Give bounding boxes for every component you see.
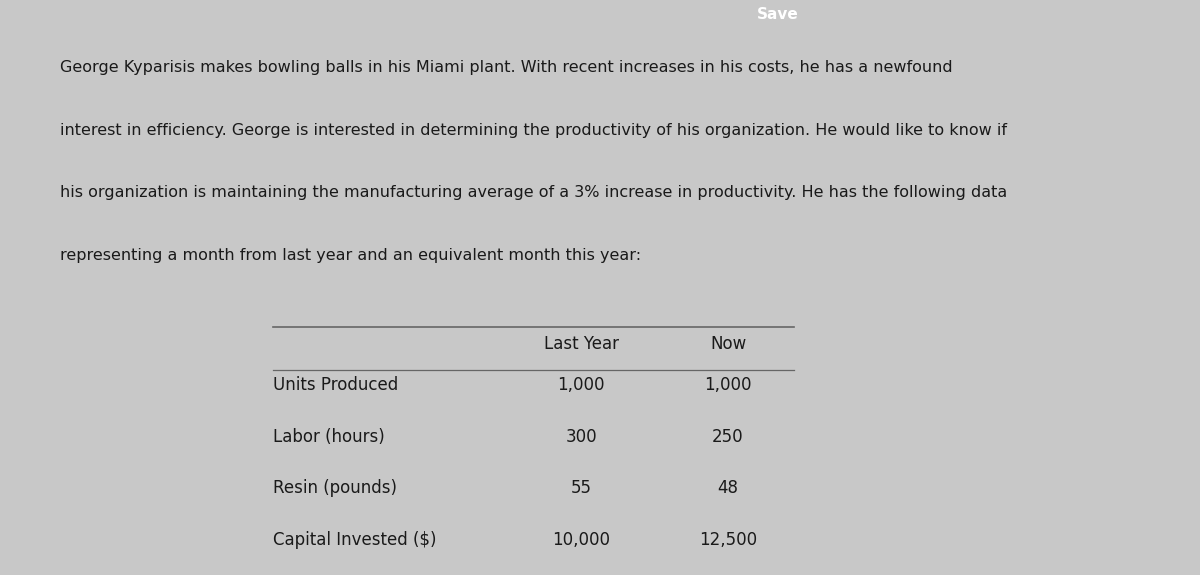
Text: 55: 55 [571,480,592,497]
Text: Resin (pounds): Resin (pounds) [274,480,397,497]
Text: 1,000: 1,000 [557,376,605,394]
Text: 48: 48 [718,480,738,497]
Text: 250: 250 [713,428,744,446]
Text: Capital Invested ($): Capital Invested ($) [274,531,437,549]
Text: his organization is maintaining the manufacturing average of a 3% increase in pr: his organization is maintaining the manu… [60,185,1007,200]
Text: George Kyparisis makes bowling balls in his Miami plant. With recent increases i: George Kyparisis makes bowling balls in … [60,60,953,75]
Text: Last Year: Last Year [544,335,619,353]
Text: 300: 300 [565,428,596,446]
Text: interest in efficiency. George is interested in determining the productivity of : interest in efficiency. George is intere… [60,122,1007,137]
Text: Now: Now [710,335,746,353]
Text: Labor (hours): Labor (hours) [274,428,385,446]
Text: Units Produced: Units Produced [274,376,398,394]
Text: 10,000: 10,000 [552,531,610,549]
Text: 1,000: 1,000 [704,376,751,394]
Text: 12,500: 12,500 [698,531,757,549]
Text: Save: Save [756,7,798,22]
Text: representing a month from last year and an equivalent month this year:: representing a month from last year and … [60,248,641,263]
